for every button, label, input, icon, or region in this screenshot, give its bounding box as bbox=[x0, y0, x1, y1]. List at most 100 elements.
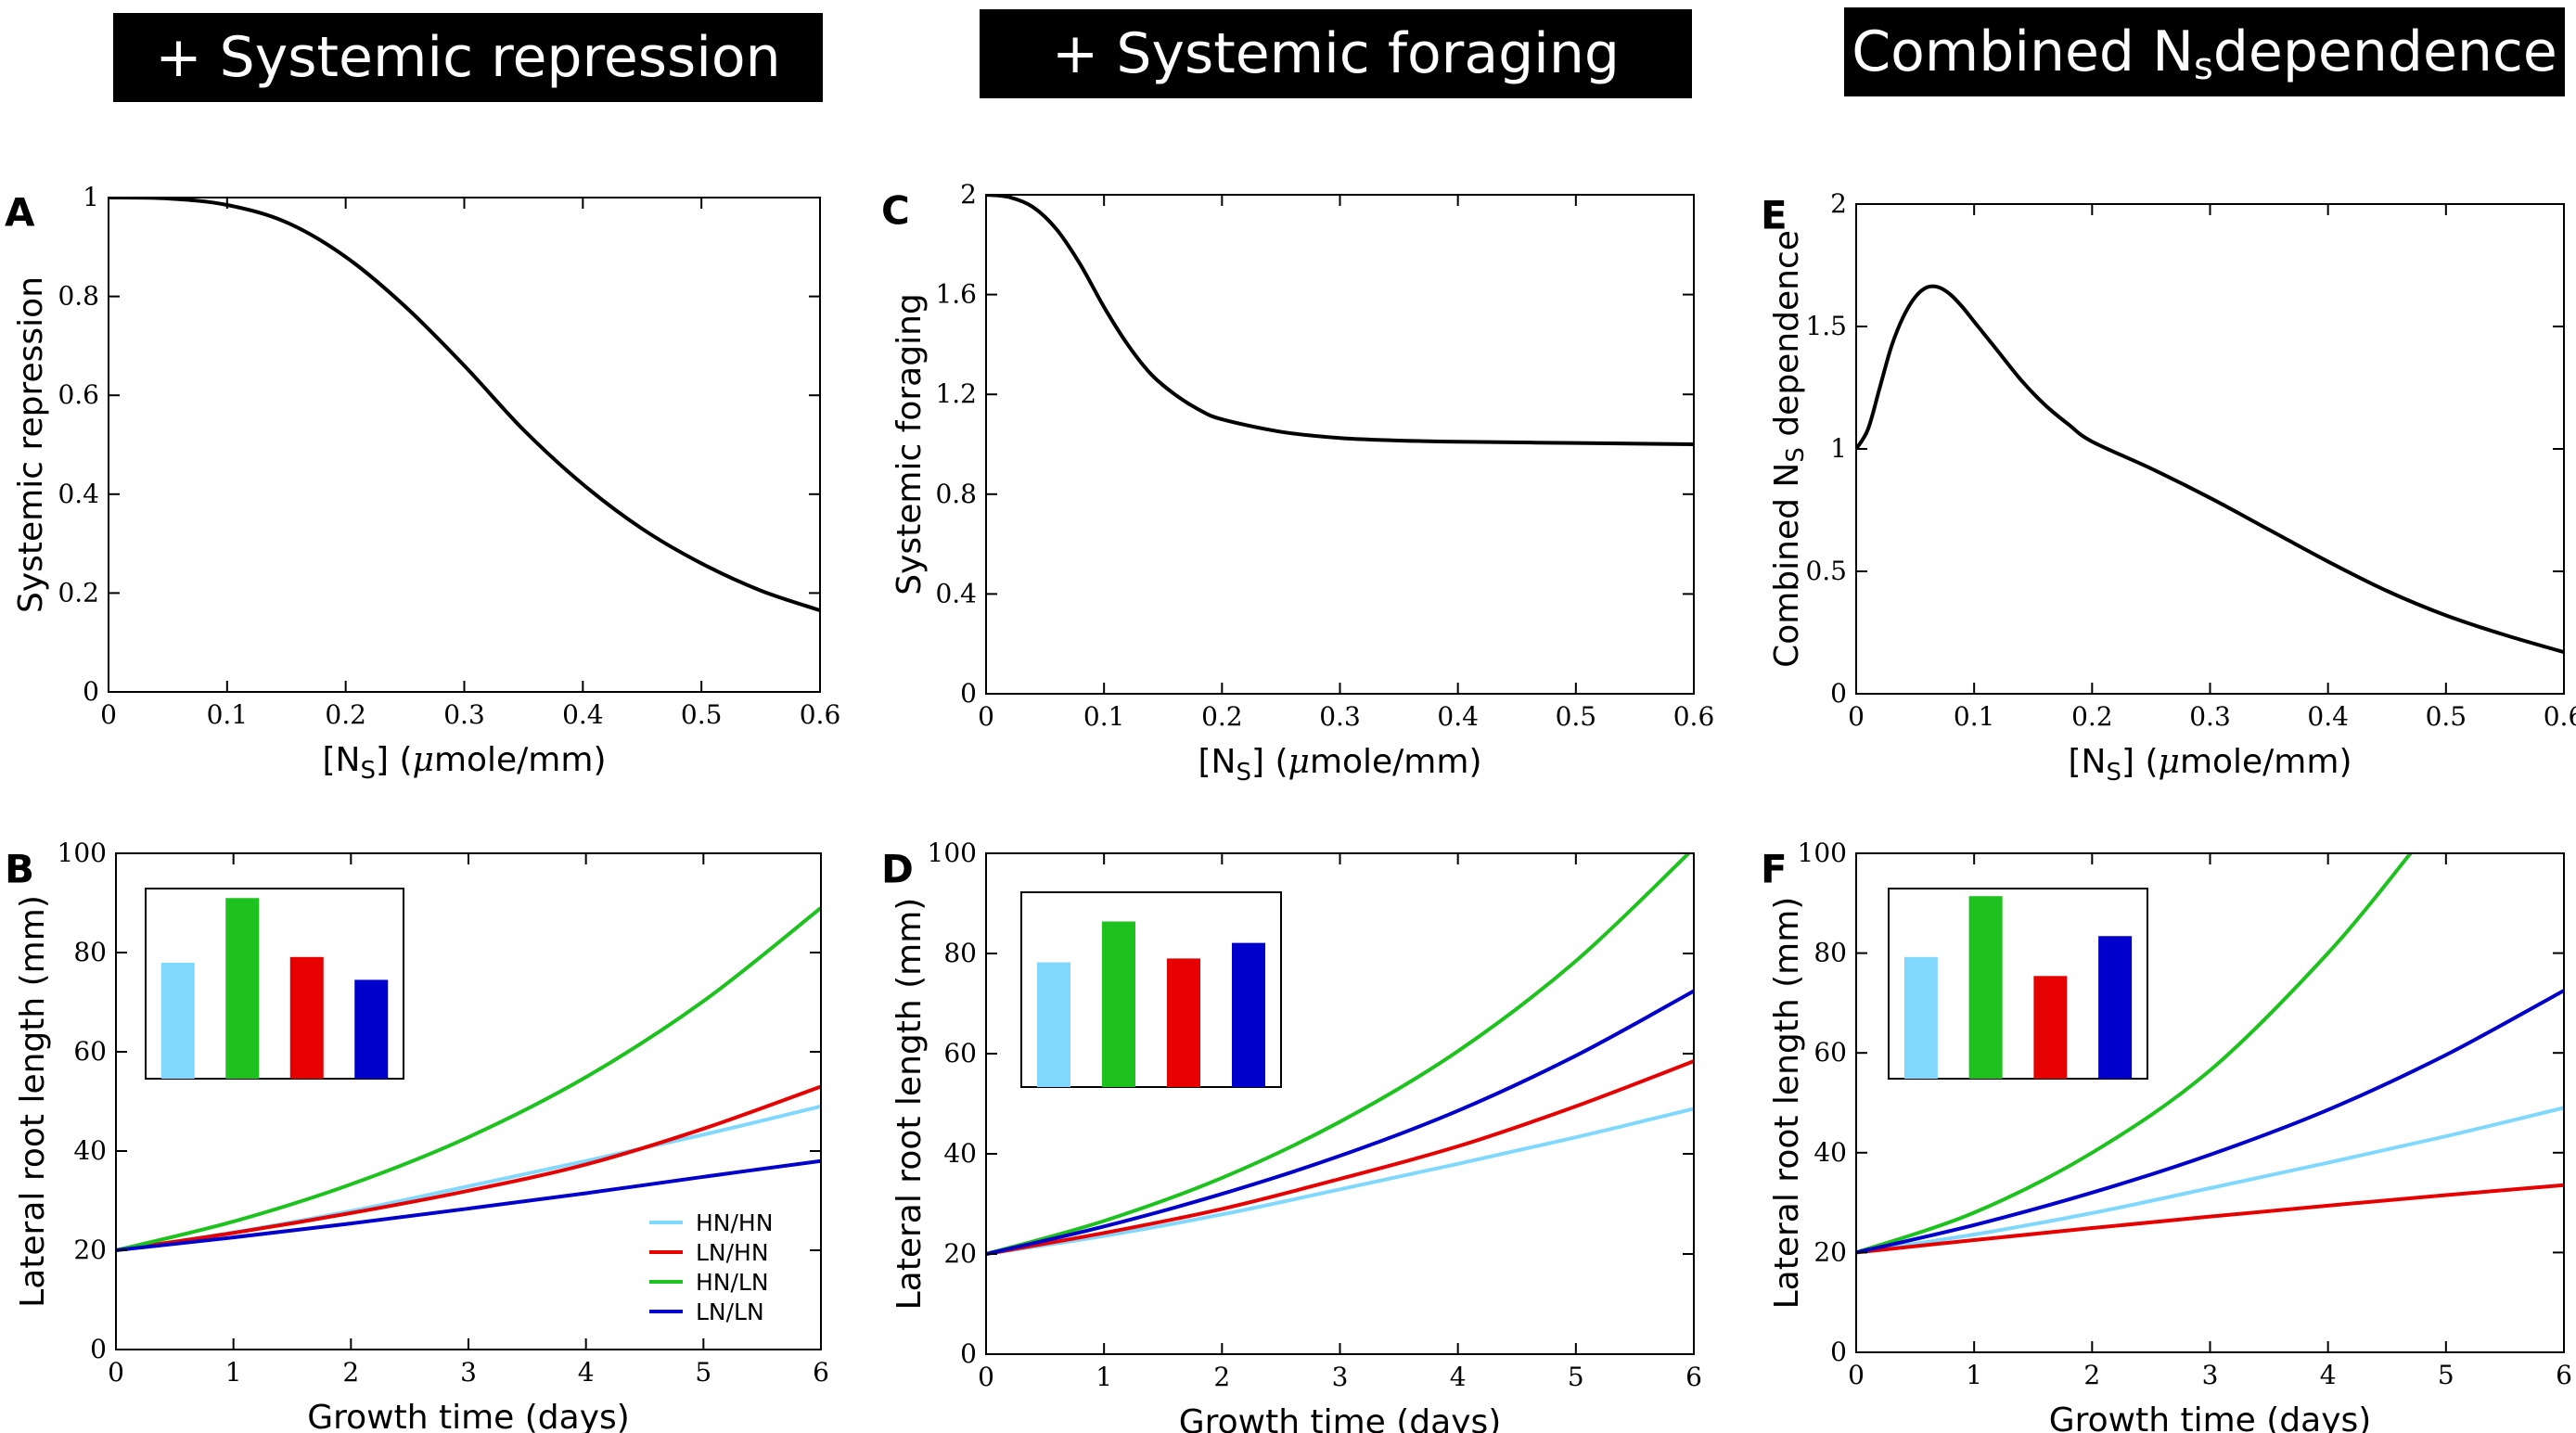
inset-bar-hn-hn bbox=[1903, 956, 1938, 1079]
panel-label: D bbox=[881, 847, 914, 892]
inset-bar-hn-ln bbox=[1968, 896, 2003, 1079]
x-tick-label: 0.1 bbox=[1083, 701, 1125, 732]
x-axis-label: [NS] (μmole/mm) bbox=[322, 741, 606, 785]
x-tick-label: 0.1 bbox=[1954, 701, 1995, 732]
x-tick-label: 5 bbox=[1568, 1362, 1584, 1392]
panel-label: A bbox=[5, 190, 35, 236]
x-tick-label: 0.4 bbox=[562, 699, 604, 730]
x-tick-label: 4 bbox=[2320, 1360, 2337, 1390]
inset-bar-ln-hn bbox=[1167, 958, 1200, 1087]
series-line-ln-hn bbox=[116, 1084, 821, 1252]
x-tick-label: 0.3 bbox=[443, 699, 485, 730]
x-tick-label: 3 bbox=[1332, 1362, 1349, 1392]
x-axis-label: [NS] (μmole/mm) bbox=[1198, 743, 1481, 787]
x-label-sub: S bbox=[360, 757, 376, 785]
x-label-part: ] ( bbox=[2121, 743, 2159, 781]
x-label-part: [N bbox=[2068, 743, 2106, 781]
x-tick-label: 0.5 bbox=[2426, 701, 2467, 732]
y-tick-label: 0 bbox=[1830, 678, 1847, 709]
x-tick-label: 0 bbox=[108, 1357, 124, 1388]
y-tick-label: 80 bbox=[943, 938, 977, 968]
x-tick-label: 2 bbox=[1213, 1362, 1230, 1392]
x-tick-label: 6 bbox=[2556, 1360, 2572, 1390]
y-axis-label: Systemic foraging bbox=[891, 293, 929, 595]
series-line-ln-ln bbox=[1856, 989, 2564, 1255]
y-tick-label: 0.4 bbox=[58, 479, 99, 509]
x-tick-label: 5 bbox=[2438, 1360, 2454, 1390]
banner-systemic-foraging: + Systemic foraging bbox=[980, 9, 1692, 98]
y-tick-label: 0.5 bbox=[1805, 556, 1847, 586]
y-tick-label: 0.8 bbox=[935, 479, 977, 509]
panel-label: E bbox=[1761, 193, 1788, 238]
x-label-sub: S bbox=[2106, 759, 2121, 787]
x-tick-label: 0.5 bbox=[1556, 701, 1597, 732]
panel-a: A 0 0.1 0.2 0.3 0.4 0.5 0.6 0 0.2 0.4 0.6 0.8 1 [NS] (… bbox=[5, 182, 840, 785]
y-tick-label: 100 bbox=[928, 838, 977, 868]
x-tick-label: 5 bbox=[695, 1357, 711, 1388]
legend: HN/HN LN/HN HN/LN LN/LN bbox=[649, 1209, 773, 1325]
series-line-ln-ln bbox=[116, 1158, 821, 1252]
series-line-ln-ln bbox=[986, 989, 1694, 1256]
inset-bar-ln-ln bbox=[2098, 936, 2133, 1079]
y-tick-label: 100 bbox=[58, 838, 107, 868]
x-label-part: [N bbox=[322, 741, 360, 779]
inset-bar-ln-ln bbox=[1232, 942, 1265, 1087]
y-tick-label: 0.8 bbox=[58, 281, 99, 312]
inset-bar-chart bbox=[145, 888, 404, 1080]
y-axis-label: Lateral root length (mm) bbox=[14, 895, 52, 1308]
banner-text-tail: dependence bbox=[2212, 19, 2557, 84]
x-label-mu: μ bbox=[2159, 743, 2180, 781]
y-label-part: Combined N bbox=[1768, 463, 1806, 668]
x-tick-label: 0 bbox=[100, 699, 117, 730]
legend-label: HN/HN bbox=[696, 1209, 773, 1236]
x-tick-label: 0.1 bbox=[207, 699, 249, 730]
x-axis-label: Growth time (days) bbox=[2049, 1401, 2372, 1433]
y-tick-label: 40 bbox=[1813, 1137, 1847, 1168]
y-tick-label: 0 bbox=[960, 678, 977, 709]
y-tick-label: 0 bbox=[960, 1338, 977, 1369]
inset-bar-ln-hn bbox=[2033, 976, 2068, 1079]
y-tick-label: 1.5 bbox=[1805, 311, 1847, 341]
x-tick-label: 6 bbox=[813, 1357, 829, 1388]
x-tick-label: 0.4 bbox=[2307, 701, 2349, 732]
y-tick-label: 40 bbox=[943, 1138, 977, 1169]
y-axis-label: Lateral root length (mm) bbox=[891, 898, 929, 1311]
x-tick-label: 0.4 bbox=[1437, 701, 1479, 732]
inset-bar-hn-hn bbox=[160, 962, 195, 1079]
series-line-ln-hn bbox=[986, 1059, 1694, 1256]
banner-systemic-repression: + Systemic repression bbox=[113, 13, 823, 102]
y-tick-label: 80 bbox=[73, 937, 107, 967]
series-line-hn-ln bbox=[116, 906, 821, 1252]
x-tick-label: 0 bbox=[1848, 701, 1865, 732]
panel-label: C bbox=[881, 188, 910, 234]
x-tick-label: 0 bbox=[978, 701, 994, 732]
series-line-combined bbox=[1856, 284, 2564, 655]
y-tick-label: 1 bbox=[1830, 433, 1847, 464]
x-tick-label: 0 bbox=[978, 1362, 994, 1392]
x-label-mu: μ bbox=[1288, 743, 1310, 781]
y-tick-label: 1 bbox=[83, 182, 99, 212]
x-tick-label: 4 bbox=[1450, 1362, 1467, 1392]
x-label-part: ] ( bbox=[1251, 743, 1288, 781]
y-tick-label: 40 bbox=[73, 1135, 107, 1166]
legend-label: LN/HN bbox=[696, 1239, 769, 1266]
x-axis-label: [NS] (μmole/mm) bbox=[2068, 743, 2352, 787]
y-axis-label: Combined NS dependence bbox=[1768, 230, 1810, 668]
series-line-hn-ln bbox=[1856, 853, 2413, 1255]
banner-text: + Systemic repression bbox=[155, 25, 781, 90]
x-label-part: ] ( bbox=[376, 741, 413, 779]
series-line-foraging bbox=[986, 195, 1694, 446]
x-tick-label: 2 bbox=[2083, 1360, 2100, 1390]
x-tick-label: 1 bbox=[1096, 1362, 1112, 1392]
inset-bar-ln-ln bbox=[354, 979, 389, 1079]
panel-c: C 0 0.1 0.2 0.3 0.4 0.5 0.6 0 0.4 0.8 1.2 1.6 2 [NS] (… bbox=[881, 179, 1714, 787]
y-tick-label: 1.6 bbox=[935, 279, 977, 310]
y-axis-label: Lateral root length (mm) bbox=[1768, 897, 1806, 1310]
x-label-mu: μ bbox=[413, 741, 434, 779]
panel-label: B bbox=[5, 847, 34, 892]
y-tick-label: 100 bbox=[1798, 838, 1847, 868]
inset-bar-hn-ln bbox=[1102, 921, 1135, 1087]
y-tick-label: 2 bbox=[1830, 188, 1847, 219]
y-tick-label: 0.2 bbox=[58, 577, 99, 608]
